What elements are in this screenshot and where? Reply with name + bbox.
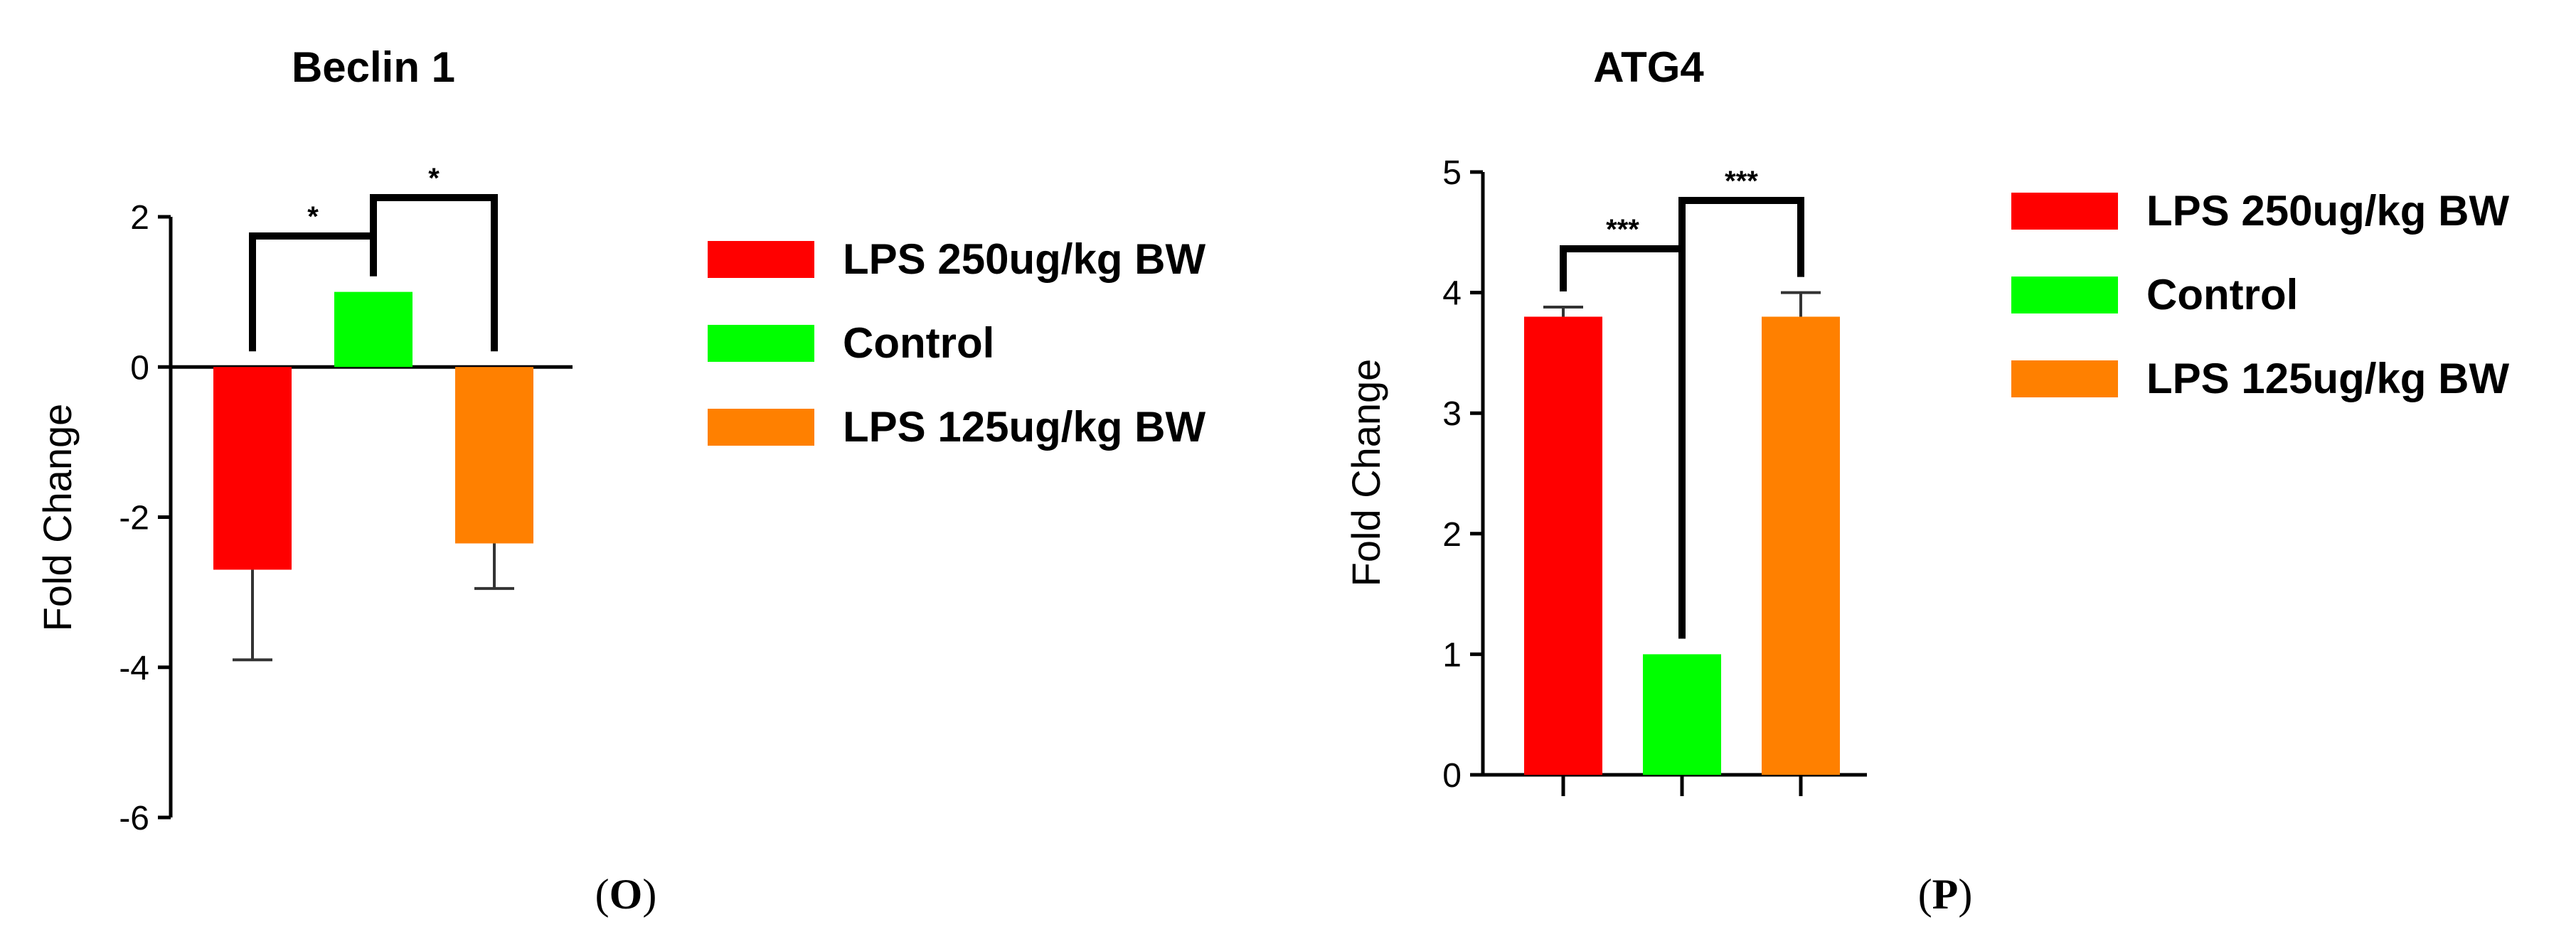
y-tick-label: 2 xyxy=(130,199,149,237)
legend-swatch xyxy=(708,241,814,278)
significance-bracket xyxy=(1678,197,1804,639)
legend-label: LPS 125ug/kg BW xyxy=(843,403,1205,451)
panel-label: (O) xyxy=(595,871,657,918)
chart-title: ATG4 xyxy=(1593,43,1704,91)
bar xyxy=(455,367,533,544)
y-tick-label: 2 xyxy=(1442,516,1462,554)
legend-swatch xyxy=(2011,360,2118,397)
y-tick-label: 1 xyxy=(1442,636,1462,674)
legend-label: LPS 125ug/kg BW xyxy=(2146,355,2509,402)
panel-label: (P) xyxy=(1918,871,1973,918)
chart-atg4: ATG4 0 1 2 3 4 5 *** *** LPS 250ug/kg BW Contro… xyxy=(1343,43,2509,918)
significance-bracket xyxy=(370,194,498,352)
bar xyxy=(1762,316,1840,775)
bar xyxy=(334,291,413,368)
y-tick-label: -2 xyxy=(119,500,149,537)
significance-label: *** xyxy=(1606,214,1639,245)
legend-label: Control xyxy=(2146,271,2298,318)
legend-swatch xyxy=(2011,277,2118,313)
legend-swatch xyxy=(708,325,814,362)
significance-label: *** xyxy=(1725,166,1758,197)
y-tick-label: 3 xyxy=(1442,395,1462,433)
chart-title: Beclin 1 xyxy=(292,43,455,91)
bar xyxy=(1643,654,1721,775)
y-tick-label: 0 xyxy=(130,349,149,387)
legend-label: Control xyxy=(843,319,994,367)
significance-label: * xyxy=(307,201,319,232)
y-axis-label: Fold Change xyxy=(35,404,80,632)
chart-beclin1: Beclin 1 2 0 -2 -4 -6 * * LPS 250ug/kg BW Cont… xyxy=(35,43,1205,918)
bar xyxy=(1524,316,1602,775)
significance-label: * xyxy=(428,163,440,194)
y-tick-label: 0 xyxy=(1442,757,1462,795)
legend-label: LPS 250ug/kg BW xyxy=(843,235,1205,283)
legend-swatch xyxy=(708,409,814,446)
legend-swatch xyxy=(2011,193,2118,230)
y-tick-label: 4 xyxy=(1442,275,1462,313)
y-axis-label: Fold Change xyxy=(1343,359,1388,587)
bar xyxy=(213,367,292,570)
y-tick-label: -6 xyxy=(119,800,149,837)
legend-label: LPS 250ug/kg BW xyxy=(2146,187,2509,235)
y-tick-label: 5 xyxy=(1442,154,1462,192)
y-tick-label: -4 xyxy=(119,650,149,687)
